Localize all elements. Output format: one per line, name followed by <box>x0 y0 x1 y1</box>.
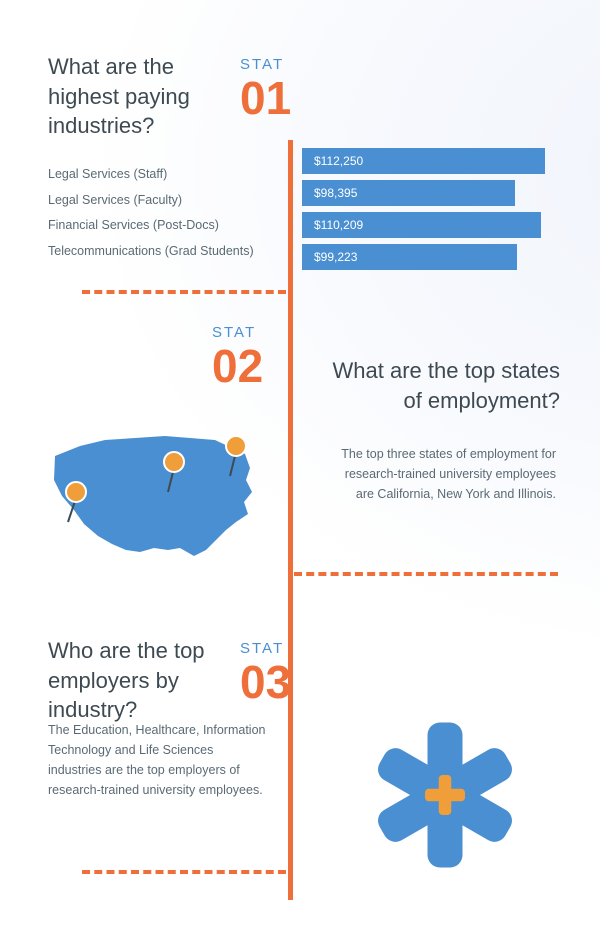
section-1-title: What are the highest paying industries? <box>48 52 248 141</box>
heading-text: What are the top states of employment? <box>330 356 560 415</box>
stat-label: STAT <box>240 640 291 657</box>
bar-row: $99,223 <box>302 244 562 270</box>
bar-row: $112,250 <box>302 148 562 174</box>
list-item: Telecommunications (Grad Students) <box>48 239 278 265</box>
bar-value-label: $99,223 <box>314 244 357 270</box>
bar-row: $110,209 <box>302 212 562 238</box>
heading-text: What are the highest paying industries? <box>48 52 248 141</box>
bar: $99,223 <box>302 244 517 270</box>
bar-value-label: $112,250 <box>314 148 363 174</box>
stat-number: 03 <box>240 659 291 705</box>
section-1-bar-chart: $112,250 $98,395 $110,209 $99,223 <box>302 148 562 276</box>
section-2-title: What are the top states of employment? <box>330 356 560 415</box>
list-item: Legal Services (Faculty) <box>48 188 278 214</box>
bar-row: $98,395 <box>302 180 562 206</box>
medical-asterisk-icon <box>370 720 520 875</box>
section-1-dash <box>82 290 286 294</box>
list-item: Financial Services (Post-Docs) <box>48 213 278 239</box>
list-item: Legal Services (Staff) <box>48 162 278 188</box>
heading-text: Who are the top employers by industry? <box>48 636 258 725</box>
section-3-title: Who are the top employers by industry? <box>48 636 258 725</box>
section-3-stat: STAT 03 <box>240 640 291 705</box>
stat-label: STAT <box>212 324 263 341</box>
section-2-stat: STAT 02 <box>212 324 263 389</box>
stat-label: STAT <box>240 56 291 73</box>
bar: $112,250 <box>302 148 545 174</box>
bar-value-label: $98,395 <box>314 180 357 206</box>
bar: $110,209 <box>302 212 541 238</box>
section-3-dash <box>82 870 286 874</box>
section-2-body: The top three states of employment for r… <box>330 444 556 504</box>
section-2-dash <box>294 572 558 576</box>
center-divider-line <box>288 140 293 900</box>
section-1-stat: STAT 01 <box>240 56 291 121</box>
stat-number: 01 <box>240 75 291 121</box>
usa-map-icon <box>40 418 270 573</box>
section-1-category-list: Legal Services (Staff) Legal Services (F… <box>48 162 278 265</box>
stat-number: 02 <box>212 343 263 389</box>
infographic-page: What are the highest paying industries? … <box>0 0 600 937</box>
bar: $98,395 <box>302 180 515 206</box>
bar-value-label: $110,209 <box>314 212 363 238</box>
section-3-body: The Education, Healthcare, Information T… <box>48 720 266 800</box>
